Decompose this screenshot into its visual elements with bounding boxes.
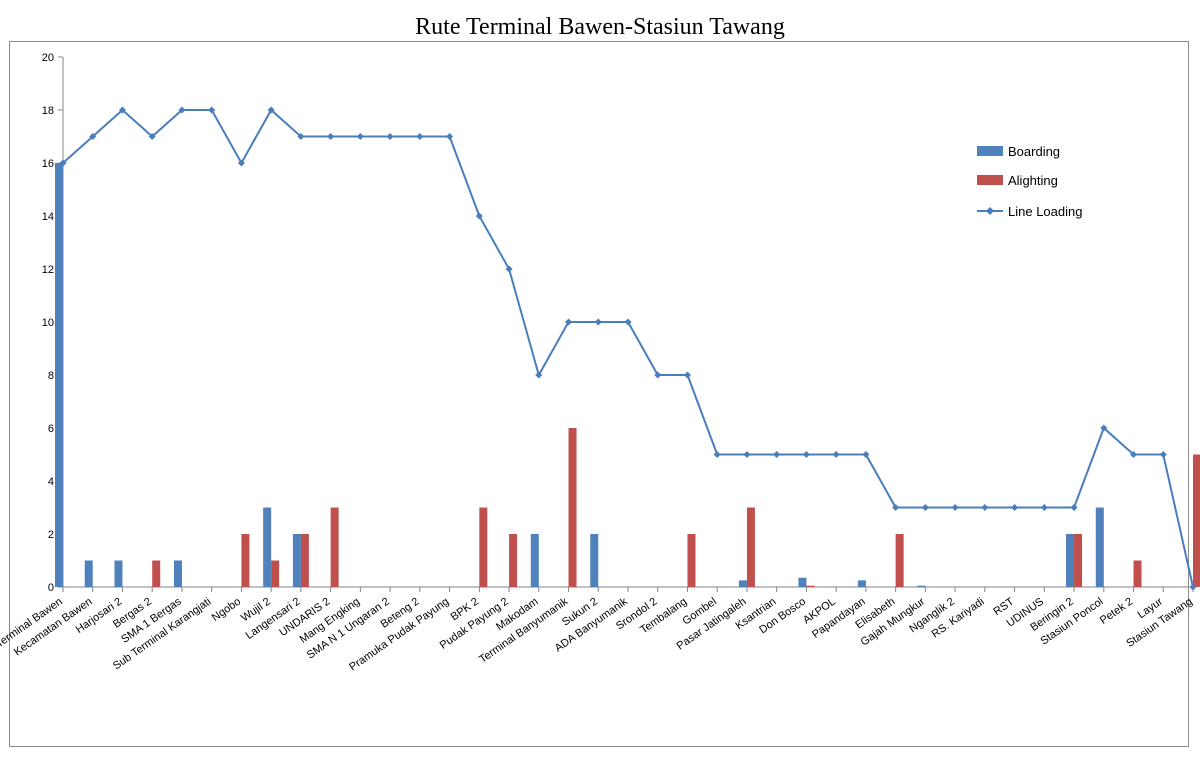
- line-loading-marker: [505, 265, 513, 273]
- chart-legend: Boarding Alighting Line Loading: [977, 144, 1082, 219]
- line-loading-marker: [148, 133, 156, 140]
- alighting-bar: [568, 428, 577, 587]
- alighting-bar: [479, 507, 488, 587]
- line-loading-marker: [1130, 451, 1138, 458]
- line-loading-marker: [713, 451, 721, 458]
- alighting-bar: [746, 507, 755, 587]
- alighting-bar: [300, 534, 309, 587]
- alighting-bar: [1193, 454, 1200, 587]
- line-loading-marker: [1189, 583, 1197, 591]
- line-loading-marker: [921, 504, 929, 511]
- line-loading-marker: [832, 451, 840, 458]
- line-loading-marker: [862, 451, 870, 458]
- y-tick-label: 20: [42, 52, 54, 64]
- chart-line: [59, 106, 1197, 591]
- boarding-legend-swatch: [977, 146, 1003, 156]
- line-loading-marker: [535, 371, 543, 379]
- boarding-bar: [263, 507, 272, 587]
- y-tick-label: 18: [42, 105, 54, 117]
- line-loading-marker: [356, 133, 364, 140]
- alighting-bar: [509, 534, 518, 587]
- line-loading-marker: [743, 451, 751, 458]
- y-tick-label: 10: [42, 317, 54, 329]
- boarding-bar: [173, 560, 182, 587]
- line-loading-marker: [178, 106, 186, 114]
- alighting-bar: [895, 534, 904, 587]
- line-loading-marker: [624, 318, 632, 326]
- line-loading-marker: [951, 504, 959, 511]
- chart-title: Rute Terminal Bawen-Stasiun Tawang: [415, 14, 785, 40]
- boarding-bar: [55, 163, 63, 587]
- line-loading-marker: [267, 106, 275, 114]
- boarding-bar: [917, 585, 926, 587]
- chart-frame: [9, 41, 1189, 747]
- chart-bars: [55, 163, 1200, 587]
- boarding-bar: [1095, 507, 1104, 587]
- line-loading-marker: [416, 133, 424, 140]
- alighting-bar: [1074, 534, 1083, 587]
- line-loading-marker: [208, 106, 216, 114]
- alighting-bar: [687, 534, 696, 587]
- alighting-bar: [330, 507, 339, 587]
- line-loading-marker: [59, 159, 67, 167]
- line-loading-marker: [1011, 504, 1019, 511]
- boarding-bar: [84, 560, 93, 587]
- boarding-bar: [530, 534, 539, 587]
- line-loading-marker: [118, 106, 126, 114]
- y-tick-label: 16: [42, 158, 54, 170]
- boarding-bar: [798, 577, 807, 587]
- line-loading-marker: [1070, 504, 1078, 511]
- alighting-legend-label: Alighting: [1008, 173, 1058, 188]
- line-loading-marker: [981, 504, 989, 511]
- alighting-bar: [1133, 560, 1142, 587]
- line-loading-marker: [654, 371, 662, 379]
- line-loading-marker: [237, 159, 245, 167]
- line-loading-marker: [386, 133, 394, 140]
- line-loading-marker: [594, 318, 602, 326]
- y-tick-label: 4: [48, 476, 54, 488]
- boarding-bar: [114, 560, 123, 587]
- boarding-legend-label: Boarding: [1008, 144, 1060, 159]
- line-loading-marker: [565, 318, 573, 326]
- y-tick-label: 14: [42, 211, 54, 223]
- line-loading-marker: [446, 133, 454, 140]
- line-loading-marker: [773, 451, 781, 458]
- y-tick-label: 0: [48, 582, 54, 594]
- y-tick-label: 8: [48, 370, 54, 382]
- line-loading-marker: [1100, 424, 1108, 432]
- boarding-bar: [1066, 534, 1075, 587]
- y-tick-label: 6: [48, 423, 54, 435]
- alighting-bar: [152, 560, 161, 587]
- alighting-legend-swatch: [977, 175, 1003, 185]
- x-tick-label: Petek 2: [1098, 596, 1135, 627]
- x-tick-label: Ngobo: [210, 596, 243, 624]
- boarding-bar: [857, 580, 866, 587]
- line-loading-marker: [1040, 504, 1048, 511]
- alighting-bar: [806, 585, 815, 587]
- line-loading-legend-label: Line Loading: [1008, 204, 1082, 219]
- line-loading-legend-marker: [986, 207, 994, 215]
- line-loading-marker: [683, 371, 691, 379]
- line-loading-marker: [327, 133, 335, 140]
- line-loading-marker: [297, 133, 305, 140]
- alighting-bar: [271, 560, 280, 587]
- y-tick-label: 12: [42, 264, 54, 276]
- boarding-bar: [738, 580, 747, 587]
- boarding-bar: [590, 534, 599, 587]
- boarding-bar: [292, 534, 301, 587]
- line-loading-marker: [1159, 451, 1167, 458]
- line-loading-marker: [802, 451, 810, 458]
- line-loading-marker: [892, 504, 900, 511]
- y-tick-label: 2: [48, 529, 54, 541]
- alighting-bar: [241, 534, 250, 587]
- line-loading-marker: [475, 212, 483, 220]
- line-loading-marker: [89, 133, 97, 140]
